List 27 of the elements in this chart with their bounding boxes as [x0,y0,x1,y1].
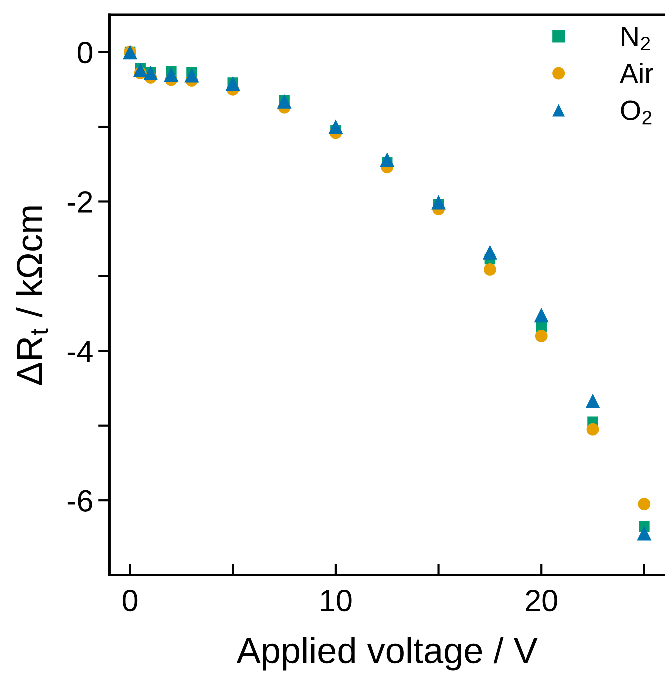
point [484,264,496,276]
point [637,526,652,541]
point [164,67,179,82]
legend-label: O$_{2}$ [621,100,652,125]
point [586,423,600,436]
point [133,62,148,78]
point [380,152,395,168]
point [328,120,344,134]
y-tick-label: -6 [68,490,92,512]
point [535,330,548,342]
legend-label: Air [620,63,654,84]
x-tick-label: 0 [122,590,138,612]
point [586,394,600,408]
point [482,245,498,260]
point [144,66,158,81]
point [184,68,200,83]
y-axis-title: ΔR$_{t}$ / kΩcm [16,206,48,386]
legend-label: N$_{2}$ [622,27,650,51]
x-axis-title: Applied voltage / V [236,637,538,671]
y-tick-label: -2 [68,191,92,213]
y-tick-label: 0 [78,42,93,64]
point [534,308,549,323]
x-tick-label: 20 [526,590,558,612]
point [638,498,651,511]
point [431,195,446,210]
x-tick-label: 10 [321,590,352,612]
y-tick-label: -4 [68,341,93,362]
